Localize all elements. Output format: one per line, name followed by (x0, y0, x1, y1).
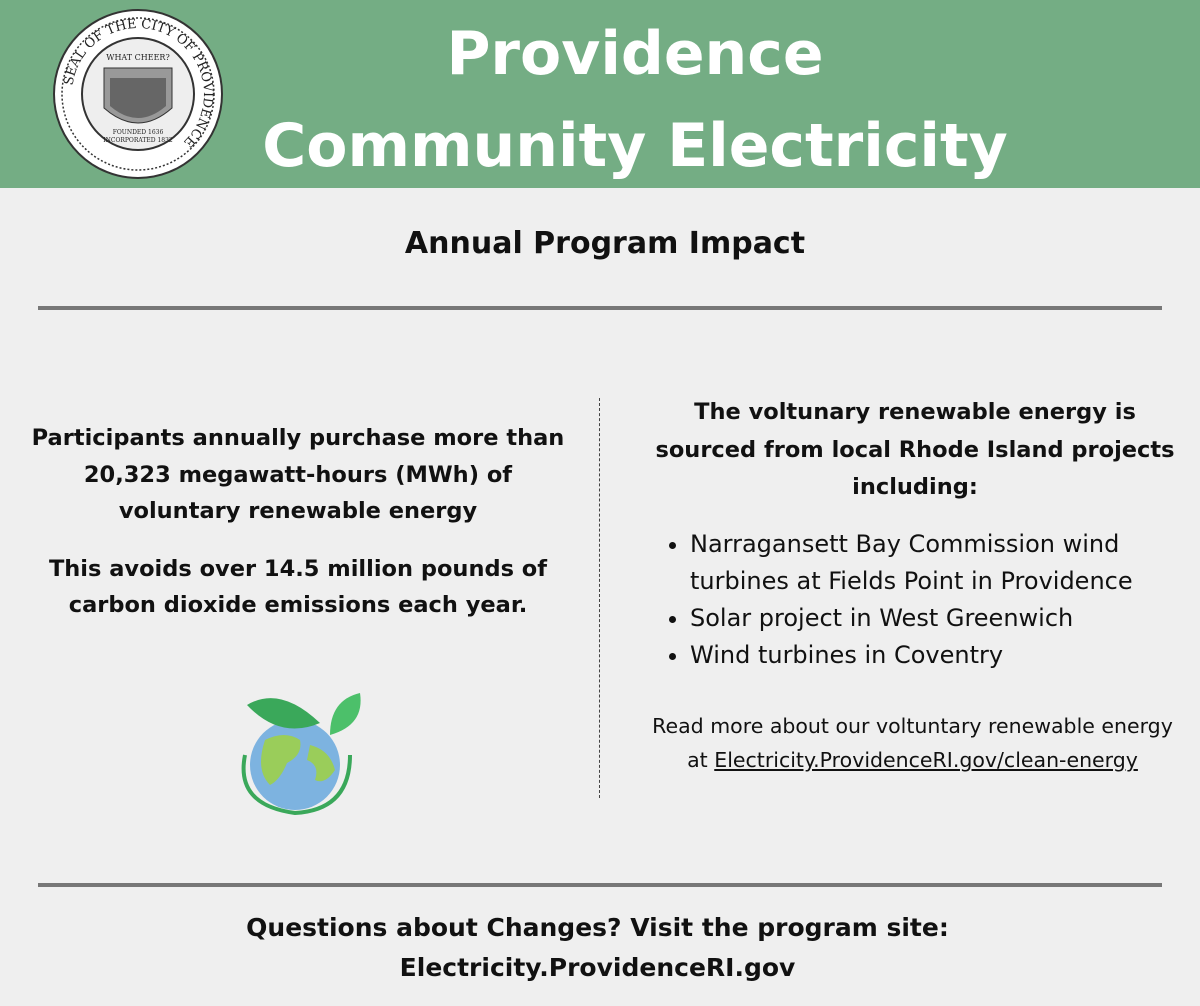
bottom-rule (38, 883, 1162, 887)
link[interactable]: Electricity.ProvidenceRI.gov/clean-energ… (714, 748, 1138, 772)
footer-line: Questions about Changes? Visit the progr… (246, 913, 949, 942)
header-banner: SEAL OF THE CITY OF PROVIDENCE WHAT CHEE… (0, 0, 1200, 188)
project-list: Narragansett Bay Commission wind turbine… (660, 526, 1200, 674)
read-more: Read more about our voltuntary renewable… (640, 709, 1185, 777)
read-more-text: Read more about our voltuntary renewable… (652, 714, 1173, 772)
seal-founded: FOUNDED 1636 (113, 129, 164, 136)
seal-incorporated: INCORPORATED 1832 (103, 137, 173, 144)
list-item: Wind turbines in Coventry (690, 637, 1200, 674)
list-item: Solar project in West Greenwich (690, 600, 1200, 637)
title-line: Community Electricity (262, 111, 1008, 181)
top-rule (38, 306, 1162, 310)
right-heading: The voltunary renewable energy is source… (655, 399, 1175, 500)
footer-line: Electricity.ProvidenceRI.gov (399, 953, 796, 982)
column-divider (599, 398, 600, 798)
title-line: Providence (446, 19, 824, 89)
list-item: Narragansett Bay Commission wind turbine… (690, 526, 1200, 600)
seal-motto: WHAT CHEER? (106, 53, 170, 62)
paragraph: Participants annually purchase more than… (31, 425, 565, 524)
footer: Questions about Changes? Visit the progr… (0, 908, 1195, 988)
globe-icon (241, 693, 361, 816)
left-column: Participants annually purchase more than… (28, 420, 568, 645)
title: Providence Community Electricity (240, 8, 1030, 192)
city-seal: SEAL OF THE CITY OF PROVIDENCE WHAT CHEE… (53, 9, 223, 179)
subtitle: Annual Program Impact (404, 226, 806, 261)
paragraph: This avoids over 14.5 million pounds of … (48, 555, 548, 619)
